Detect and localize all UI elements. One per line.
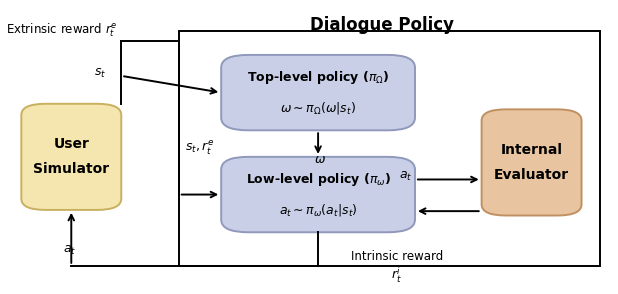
Bar	[179, 31, 599, 266]
FancyBboxPatch shape	[22, 104, 121, 210]
Text: $\omega$: $\omega$	[314, 153, 326, 166]
FancyBboxPatch shape	[221, 157, 415, 232]
Text: Evaluator: Evaluator	[494, 168, 569, 182]
Text: $\omega \sim \pi_\Omega(\omega|s_t)$: $\omega \sim \pi_\Omega(\omega|s_t)$	[280, 100, 356, 116]
Text: $r_t^i$: $r_t^i$	[391, 266, 402, 285]
FancyBboxPatch shape	[481, 109, 582, 216]
Text: Top-level policy ($\pi_\Omega$): Top-level policy ($\pi_\Omega$)	[247, 69, 389, 86]
Text: Internal: Internal	[501, 143, 562, 157]
Text: $s_t, r_t^e$: $s_t, r_t^e$	[185, 140, 214, 157]
Text: Low-level policy ($\pi_\omega$): Low-level policy ($\pi_\omega$)	[245, 171, 391, 188]
Text: Intrinsic reward: Intrinsic reward	[350, 250, 443, 263]
Text: $a_t \sim \pi_\omega(a_t|s_t)$: $a_t \sim \pi_\omega(a_t|s_t)$	[279, 202, 357, 218]
Text: $a_t$: $a_t$	[399, 170, 413, 183]
Text: Extrinsic reward $r_t^e$: Extrinsic reward $r_t^e$	[6, 21, 117, 39]
Text: User: User	[53, 137, 89, 151]
FancyBboxPatch shape	[221, 55, 415, 130]
Text: Simulator: Simulator	[33, 162, 109, 176]
Text: $s_t$: $s_t$	[94, 66, 106, 80]
Text: $a_t$: $a_t$	[63, 244, 77, 257]
Text: Dialogue Policy: Dialogue Policy	[310, 16, 454, 34]
